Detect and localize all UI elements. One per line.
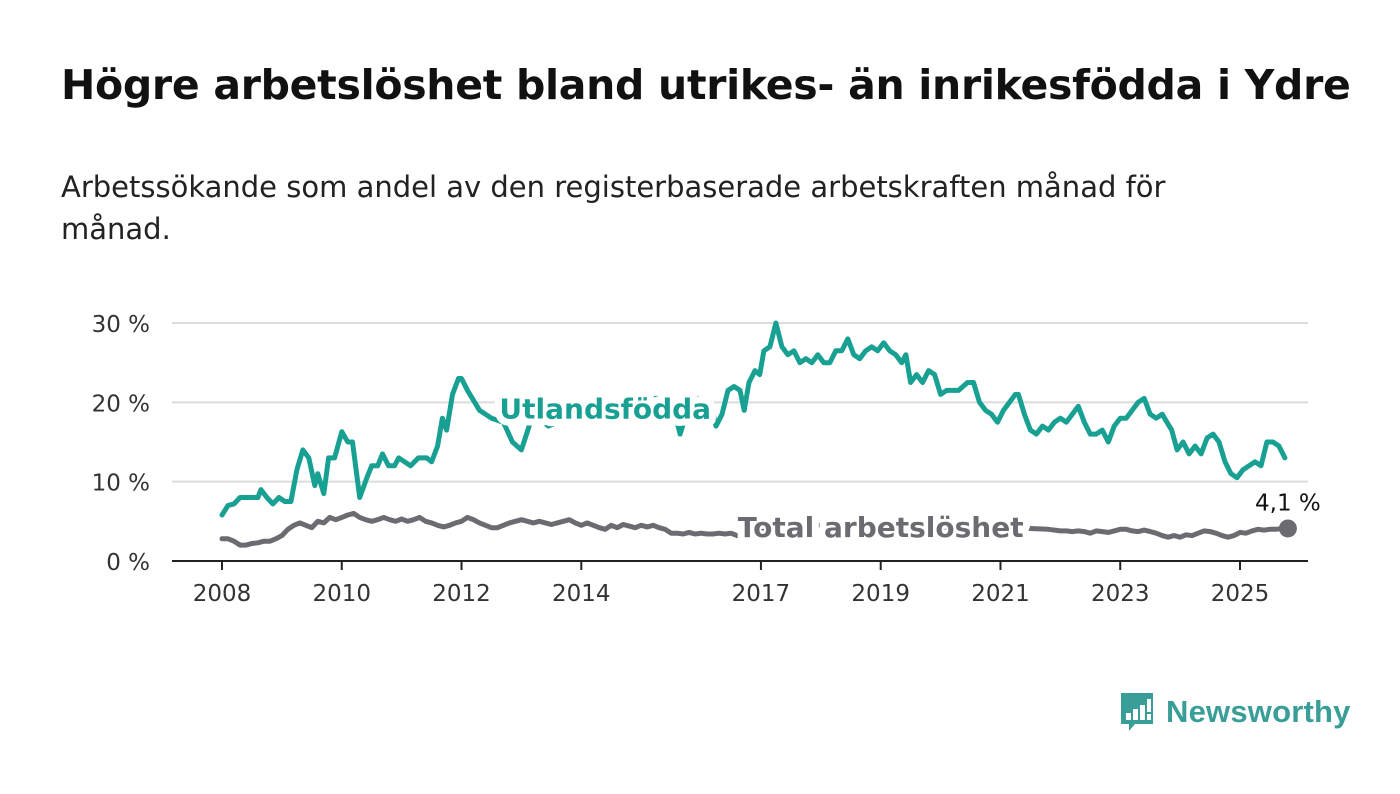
series-line-total xyxy=(219,510,1291,548)
series-line-utlandsfodda xyxy=(219,320,1288,518)
x-tick-label: 2012 xyxy=(432,581,491,607)
chart-title: Högre arbetslöshet bland utrikes- än inr… xyxy=(61,61,1351,109)
series-label: Total arbetslöshet xyxy=(738,511,1024,544)
y-tick-label: 10 % xyxy=(92,471,150,497)
y-tick-label: 20 % xyxy=(92,391,150,417)
series-label-halo: Total arbetslöshet xyxy=(738,511,1024,544)
x-tick-label: 2021 xyxy=(971,581,1030,607)
end-point-label: 4,1 % xyxy=(1255,490,1321,516)
series-label-halo: Utlandsfödda xyxy=(499,393,711,426)
x-tick-label: 2019 xyxy=(851,581,910,607)
x-tick-label: 2014 xyxy=(552,581,611,607)
x-tick-label: 2017 xyxy=(732,581,791,607)
logo-text: Newsworthy xyxy=(1166,694,1351,729)
x-tick-label: 2025 xyxy=(1211,581,1270,607)
series-label: Utlandsfödda xyxy=(499,393,711,426)
x-tick-label: 2023 xyxy=(1091,581,1150,607)
x-tick-label: 2010 xyxy=(312,581,371,607)
x-tick-label: 2008 xyxy=(193,581,252,607)
newsworthy-logo: Newsworthy xyxy=(1118,690,1351,734)
chart-subtitle: Arbetssökande som andel av den registerb… xyxy=(61,170,1166,246)
end-point-marker xyxy=(1278,519,1297,538)
y-tick-label: 30 % xyxy=(92,312,150,338)
y-tick-label: 0 % xyxy=(106,550,150,576)
newsworthy-logo-icon xyxy=(1121,693,1153,731)
